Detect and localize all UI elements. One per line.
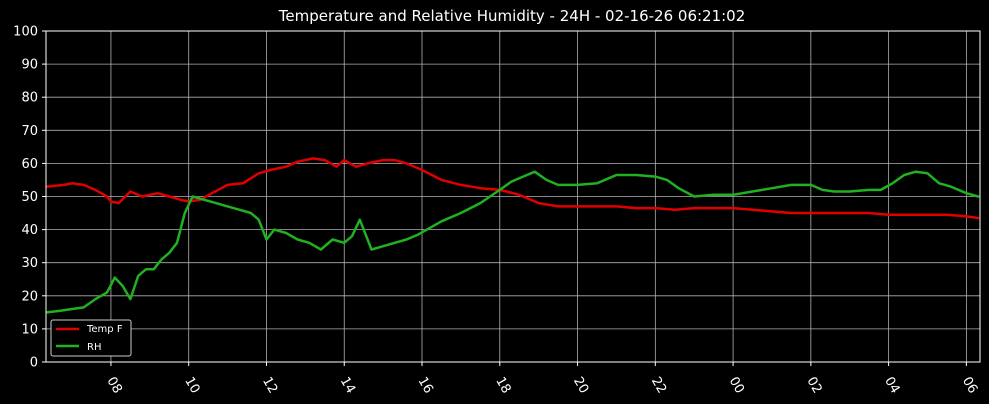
x-tick-label: 02 (803, 375, 824, 397)
x-tick-label: 14 (337, 375, 358, 397)
y-tick-label: 10 (21, 322, 38, 337)
y-tick-label: 70 (21, 124, 38, 139)
y-tick-label: 0 (30, 356, 38, 371)
y-tick-label: 50 (21, 190, 38, 205)
y-tick-label: 20 (21, 289, 38, 304)
chart-title: Temperature and Relative Humidity - 24H … (278, 7, 746, 25)
y-axis: 0 10 20 30 40 50 60 70 80 90 100 (13, 25, 46, 371)
y-tick-label: 100 (13, 25, 38, 40)
series-layer (45, 157, 980, 314)
x-tick-label: 06 (959, 375, 980, 397)
x-tick-label: 22 (648, 375, 669, 397)
series-line-rh (45, 170, 980, 314)
legend: Temp F RH (50, 319, 132, 357)
x-tick-label: 18 (492, 375, 513, 397)
legend-label-rh: RH (87, 342, 101, 353)
x-tick-label: 00 (726, 375, 747, 397)
x-tick-label: 20 (570, 375, 591, 397)
x-tick-label: 04 (881, 375, 902, 397)
y-tick-label: 80 (21, 91, 38, 106)
y-tick-label: 90 (21, 58, 38, 73)
y-tick-label: 30 (21, 256, 38, 271)
x-tick-label: 12 (259, 375, 280, 397)
series-line-temp (45, 157, 980, 220)
x-tick-label: 10 (181, 375, 202, 397)
x-tick-label: 16 (415, 375, 436, 397)
legend-label-temp: Temp F (86, 324, 123, 335)
x-axis: 08 10 12 14 16 18 20 22 00 02 04 06 (103, 362, 980, 396)
x-tick-label: 08 (103, 375, 124, 397)
y-tick-label: 40 (21, 223, 38, 238)
y-tick-label: 60 (21, 157, 38, 172)
